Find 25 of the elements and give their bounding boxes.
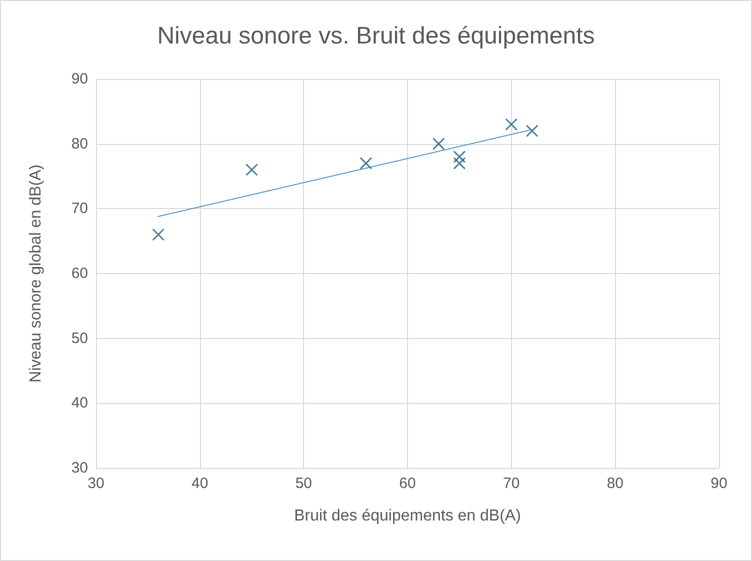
point bbox=[453, 157, 466, 170]
y-tick-label: 90 bbox=[71, 70, 88, 88]
point bbox=[526, 124, 538, 138]
point bbox=[432, 138, 445, 150]
y-axis-title: Niveau sonore global en dB(A) bbox=[28, 164, 44, 382]
point bbox=[246, 164, 258, 176]
y-tick-label: 80 bbox=[71, 135, 88, 152]
point bbox=[505, 118, 518, 131]
point bbox=[453, 150, 466, 164]
y-tick-label: 60 bbox=[71, 265, 88, 282]
x-tick-label: 40 bbox=[191, 475, 208, 492]
point bbox=[360, 157, 372, 170]
x-axis-title: Bruit des équipements en dB(A) bbox=[294, 508, 521, 524]
y-tick-label: 30 bbox=[71, 460, 88, 476]
x-tick-label: 90 bbox=[710, 475, 728, 492]
y-tick-label: 50 bbox=[71, 330, 88, 347]
x-tick-label: 80 bbox=[606, 475, 624, 492]
x-tick-label: 60 bbox=[399, 475, 416, 492]
chart-title: Niveau sonore vs. Bruit des équipements bbox=[157, 22, 595, 50]
x-tick-label: 70 bbox=[502, 475, 520, 492]
x-tick-label: 30 bbox=[88, 475, 104, 492]
y-tick-label: 40 bbox=[71, 394, 88, 412]
y-tick-label: 70 bbox=[71, 200, 88, 218]
x-tick-label: 50 bbox=[295, 475, 312, 492]
point bbox=[152, 228, 165, 241]
